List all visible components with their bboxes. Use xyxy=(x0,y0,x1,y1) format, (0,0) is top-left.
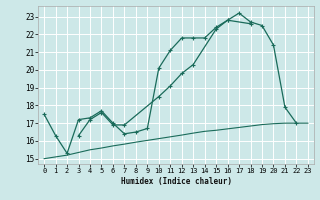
X-axis label: Humidex (Indice chaleur): Humidex (Indice chaleur) xyxy=(121,177,231,186)
